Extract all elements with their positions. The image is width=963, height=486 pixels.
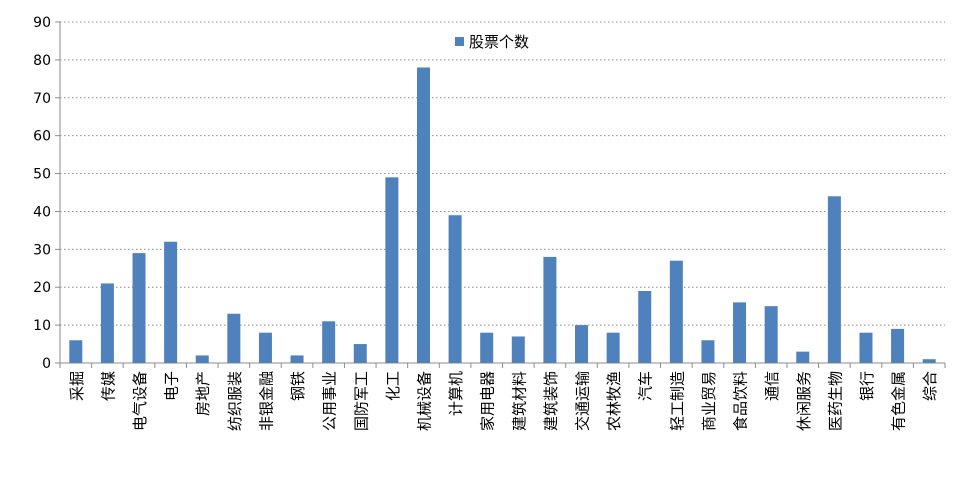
bar xyxy=(701,340,715,363)
bar xyxy=(796,351,810,363)
y-tick-label: 0 xyxy=(42,356,51,372)
y-tick-label: 20 xyxy=(33,280,51,296)
x-tick-label: 传媒 xyxy=(99,371,117,401)
x-tick-label: 钢铁 xyxy=(289,371,307,401)
bar xyxy=(69,340,83,363)
bar xyxy=(416,67,430,363)
x-tick-label: 采掘 xyxy=(68,371,86,401)
y-tick-label: 10 xyxy=(33,318,51,334)
legend-label: 股票个数 xyxy=(469,33,529,51)
x-tick-label: 非银金融 xyxy=(257,371,275,431)
legend-swatch xyxy=(455,37,464,46)
bar xyxy=(827,196,841,363)
bar xyxy=(606,332,620,363)
y-tick-label: 80 xyxy=(33,53,51,69)
bar xyxy=(385,177,399,363)
x-tick-label: 通信 xyxy=(763,371,781,401)
y-tick-label: 60 xyxy=(33,129,51,145)
x-tick-label: 计算机 xyxy=(447,371,465,416)
bar xyxy=(859,332,873,363)
y-tick-label: 30 xyxy=(33,242,51,258)
x-tick-label: 交通运输 xyxy=(574,371,592,431)
bar xyxy=(195,355,209,363)
x-tick-label: 建筑材料 xyxy=(510,371,528,431)
x-tick-label: 银行 xyxy=(858,371,876,401)
x-tick-label: 建筑装饰 xyxy=(542,371,560,431)
x-tick-label: 电子 xyxy=(163,371,181,401)
bar xyxy=(100,283,114,363)
bar xyxy=(132,253,146,363)
bar xyxy=(353,344,367,363)
x-tick-label: 商业贸易 xyxy=(700,371,718,431)
bar xyxy=(733,302,747,363)
bar xyxy=(891,328,905,363)
x-tick-label: 有色金属 xyxy=(890,371,908,431)
x-tick-label: 休闲服务 xyxy=(795,371,813,431)
x-tick-label: 综合 xyxy=(921,371,939,401)
bar xyxy=(922,359,936,363)
bar xyxy=(480,332,494,363)
bar xyxy=(258,332,272,363)
y-tick-label: 90 xyxy=(33,15,51,31)
bar xyxy=(764,306,778,363)
bar xyxy=(164,241,178,363)
bar xyxy=(290,355,304,363)
x-tick-label: 家用电器 xyxy=(479,371,497,431)
y-tick-label: 40 xyxy=(33,204,51,220)
x-tick-label: 房地产 xyxy=(194,371,212,416)
bar xyxy=(511,336,525,363)
x-tick-label: 电气设备 xyxy=(131,371,149,431)
x-tick-label: 纺织服装 xyxy=(226,371,244,431)
x-tick-label: 农林牧渔 xyxy=(605,371,623,431)
x-tick-label: 汽车 xyxy=(637,371,655,401)
bar xyxy=(543,256,557,363)
x-tick-label: 轻工制造 xyxy=(668,371,686,431)
x-tick-label: 食品饮料 xyxy=(732,371,750,431)
bar xyxy=(638,291,652,363)
bar xyxy=(448,215,462,363)
y-tick-label: 70 xyxy=(33,91,51,107)
y-tick-label: 50 xyxy=(33,167,51,183)
x-tick-label: 国防军工 xyxy=(352,371,370,431)
bar xyxy=(227,313,241,363)
x-tick-label: 化工 xyxy=(384,371,402,401)
bar xyxy=(575,325,589,363)
x-tick-label: 公用事业 xyxy=(321,371,339,431)
x-tick-label: 医药生物 xyxy=(826,371,844,431)
bar xyxy=(669,260,683,363)
x-tick-label: 机械设备 xyxy=(415,371,433,431)
bar xyxy=(322,321,336,363)
